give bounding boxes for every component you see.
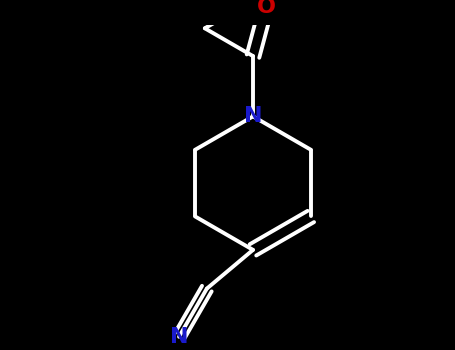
Text: O: O [257, 0, 276, 17]
Text: N: N [170, 327, 188, 347]
Text: N: N [244, 106, 262, 126]
